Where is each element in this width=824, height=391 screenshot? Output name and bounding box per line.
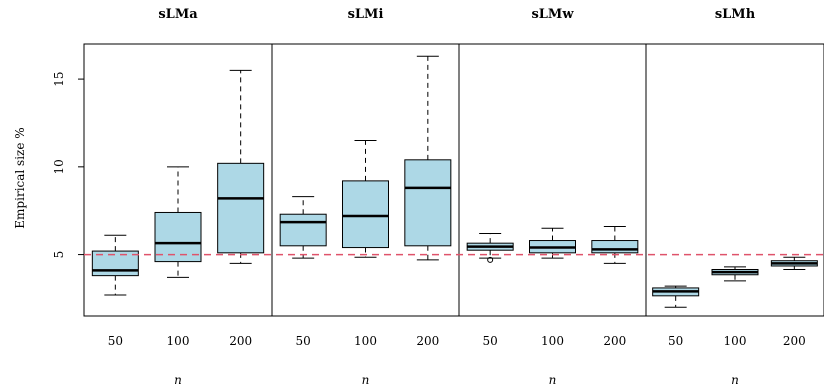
x-tick-label: 50	[483, 334, 498, 348]
box-200	[770, 256, 818, 270]
x-axis-label: n	[549, 373, 557, 387]
y-tick-label: 15	[52, 71, 66, 86]
iqr-box	[342, 180, 389, 249]
x-tick-label: 50	[668, 334, 683, 348]
iqr-box	[154, 211, 202, 263]
iqr-box	[279, 213, 327, 247]
x-axis-label: n	[174, 373, 182, 387]
y-axis-label: Empirical size %	[13, 127, 27, 228]
x-tick-label: 100	[724, 334, 747, 348]
panel-frame	[645, 43, 824, 317]
panel-slmw: sLMw 50 100 200 n	[458, 7, 647, 387]
x-axis-label: n	[731, 373, 739, 387]
iqr-box	[217, 162, 265, 254]
y-tick-label: 5	[52, 251, 66, 259]
box-200	[591, 226, 639, 264]
panel-title: sLMh	[715, 7, 756, 22]
x-tick-label: 100	[167, 334, 190, 348]
x-tick-label: 200	[603, 334, 626, 348]
x-tick-label: 50	[296, 334, 311, 348]
outlier-point	[487, 256, 494, 263]
iqr-box	[404, 159, 452, 247]
x-tick-label: 200	[229, 334, 252, 348]
box-50	[279, 196, 327, 259]
iqr-box	[591, 240, 639, 254]
panel-title: sLMi	[348, 7, 384, 22]
x-tick-label: 50	[108, 334, 123, 348]
box-200	[404, 55, 452, 261]
panel-slmi: sLMi 50 100 200 n	[271, 7, 460, 387]
box-100	[711, 266, 759, 282]
x-axis-label: n	[362, 373, 370, 387]
box-200	[217, 69, 265, 264]
box-100	[342, 140, 389, 258]
x-tick-label: 100	[354, 334, 377, 348]
box-50	[91, 234, 139, 296]
box-50	[652, 285, 700, 308]
panel-frame	[458, 43, 647, 317]
x-tick-label: 200	[416, 334, 439, 348]
box-100	[154, 166, 202, 278]
y-tick-label: 10	[52, 159, 66, 174]
box-100	[529, 227, 576, 259]
panel-title: sLMw	[531, 7, 574, 22]
panel-slma: sLMa 50 100 200 n	[83, 7, 273, 387]
box-50	[466, 233, 514, 263]
x-tick-label: 200	[783, 334, 806, 348]
panel-title: sLMa	[158, 7, 198, 22]
panels: 5 10 15 sLMa 50 100 200 n sLMi 50 100 200 n sLMw 50 100…	[52, 7, 824, 387]
x-tick-label: 100	[541, 334, 564, 348]
panel-slmh: sLMh 50 100 200 n	[645, 7, 824, 387]
